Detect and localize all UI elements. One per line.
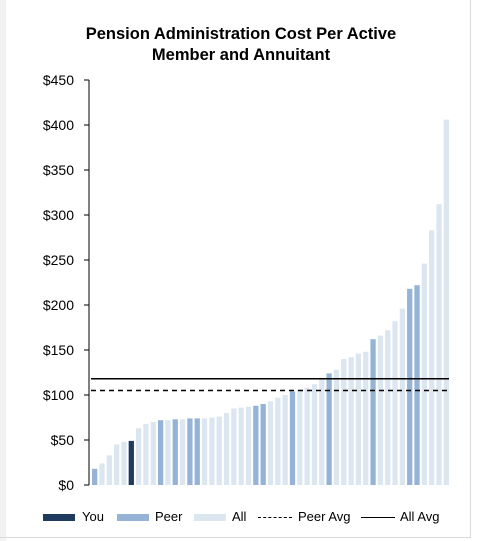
chart-title-line-2: Member and Annuitant bbox=[151, 46, 331, 64]
bar-all bbox=[143, 423, 149, 485]
bar-peer bbox=[157, 420, 164, 485]
bar-all bbox=[377, 335, 384, 485]
bar-all bbox=[165, 420, 171, 485]
bar-all bbox=[135, 428, 142, 485]
bar-all bbox=[179, 419, 186, 485]
bar-all bbox=[341, 359, 347, 485]
y-tick-label: $200 bbox=[43, 297, 74, 313]
y-tick-label: $150 bbox=[43, 342, 74, 358]
chart-title-line-1: Pension Administration Cost Per Active bbox=[85, 25, 397, 43]
bar-all bbox=[223, 413, 230, 485]
bar-all bbox=[355, 353, 362, 485]
y-tick-label: $450 bbox=[43, 72, 74, 88]
bar-peer bbox=[92, 468, 98, 485]
legend-swatch-peer bbox=[117, 514, 149, 521]
bar-peer bbox=[414, 285, 420, 485]
bar-all bbox=[121, 441, 127, 485]
chart-legend: You Peer All Peer Avg All Avg bbox=[0, 506, 482, 528]
bar-all bbox=[209, 417, 215, 485]
bar-all bbox=[201, 418, 208, 485]
bar-you bbox=[128, 440, 134, 485]
bar-all bbox=[245, 406, 252, 485]
legend-label-you: You bbox=[82, 509, 104, 524]
bar-peer bbox=[172, 419, 178, 485]
bar-all bbox=[429, 230, 435, 485]
bar-all bbox=[385, 330, 391, 485]
legend-label-all-avg: All Avg bbox=[400, 509, 440, 524]
legend-label-all: All bbox=[232, 509, 247, 524]
bar-all bbox=[216, 416, 222, 485]
legend-label-peer: Peer bbox=[155, 509, 183, 524]
legend-swatch-all bbox=[194, 514, 226, 521]
bar-peer bbox=[326, 373, 332, 485]
y-tick-label: $300 bbox=[43, 207, 74, 223]
legend-line-peer-avg bbox=[258, 517, 292, 518]
bar-all bbox=[399, 308, 406, 485]
bar-all bbox=[150, 422, 156, 485]
bar-all bbox=[297, 389, 303, 485]
bar-all bbox=[106, 455, 112, 485]
y-tick-label: $0 bbox=[58, 477, 74, 493]
bar-all bbox=[282, 395, 288, 485]
bar-all bbox=[348, 357, 354, 485]
bar-all bbox=[333, 369, 340, 485]
window-edge bbox=[0, 0, 6, 541]
legend-swatch-you bbox=[43, 514, 75, 521]
bar-all bbox=[238, 407, 244, 485]
bar-all bbox=[267, 401, 274, 485]
bar-peer bbox=[187, 418, 193, 485]
bar-all bbox=[114, 444, 120, 485]
bar-peer bbox=[260, 404, 266, 485]
legend-label-peer-avg: Peer Avg bbox=[298, 509, 351, 524]
bar-all bbox=[99, 463, 105, 485]
y-tick-label: $400 bbox=[43, 117, 74, 133]
bar-peer bbox=[370, 339, 376, 485]
bar-all bbox=[311, 384, 318, 485]
bar-all bbox=[275, 397, 281, 485]
bar-peer bbox=[253, 405, 259, 485]
y-tick-label: $250 bbox=[43, 252, 74, 268]
bar-all bbox=[231, 408, 237, 485]
bar-peer bbox=[194, 418, 200, 485]
y-tick-label: $100 bbox=[43, 387, 74, 403]
bar-peer bbox=[289, 391, 296, 485]
bar-all bbox=[421, 263, 427, 485]
legend-line-all-avg bbox=[361, 517, 395, 518]
bar-all bbox=[392, 321, 398, 485]
chart-frame bbox=[0, 0, 471, 538]
bar-all bbox=[304, 387, 310, 485]
y-tick-label: $350 bbox=[43, 162, 74, 178]
bar-all bbox=[319, 378, 325, 485]
bar-all bbox=[436, 204, 442, 485]
y-tick-label: $50 bbox=[51, 432, 75, 448]
chart-title: Pension Administration Cost Per Active M… bbox=[0, 24, 482, 66]
bar-peer bbox=[407, 288, 413, 485]
bar-all bbox=[363, 351, 369, 485]
bar-all bbox=[443, 119, 449, 485]
